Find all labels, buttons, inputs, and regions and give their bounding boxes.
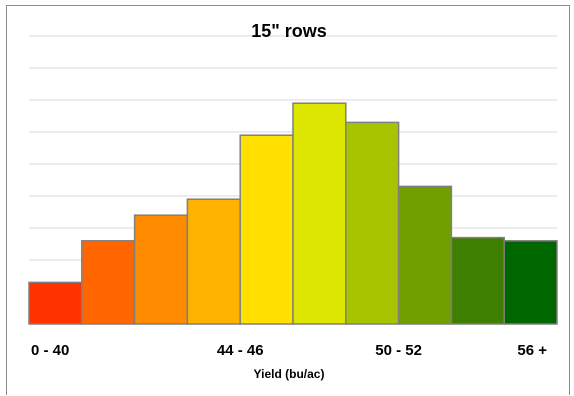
bar-7 (345, 121, 400, 325)
x-tick-label: 50 - 52 (375, 342, 422, 359)
x-tick-label: 44 - 46 (217, 342, 264, 359)
x-axis-title: Yield (bu/ac) (254, 367, 325, 381)
bar-4 (186, 198, 241, 325)
bar-10 (503, 240, 558, 325)
x-tick-label: 56 + (517, 342, 547, 359)
bar-8 (397, 185, 453, 325)
bar-2 (81, 240, 136, 325)
bar-5 (239, 134, 294, 325)
bar-9 (450, 236, 505, 325)
chart-frame: 0 - 40 44 - 46 50 - 52 56 + 15" rows Yield … (6, 5, 570, 395)
histogram-chart: 0 - 40 44 - 46 50 - 52 56 + 15" rows Yield … (28, 21, 558, 381)
bar-3 (133, 214, 189, 325)
bar-1 (28, 281, 83, 325)
x-tick-labels: 0 - 40 44 - 46 50 - 52 56 + (31, 342, 547, 359)
bars (28, 102, 558, 325)
x-tick-label: 0 - 40 (31, 342, 69, 359)
chart-title: 15" rows (251, 21, 327, 41)
bar-6 (292, 102, 347, 325)
